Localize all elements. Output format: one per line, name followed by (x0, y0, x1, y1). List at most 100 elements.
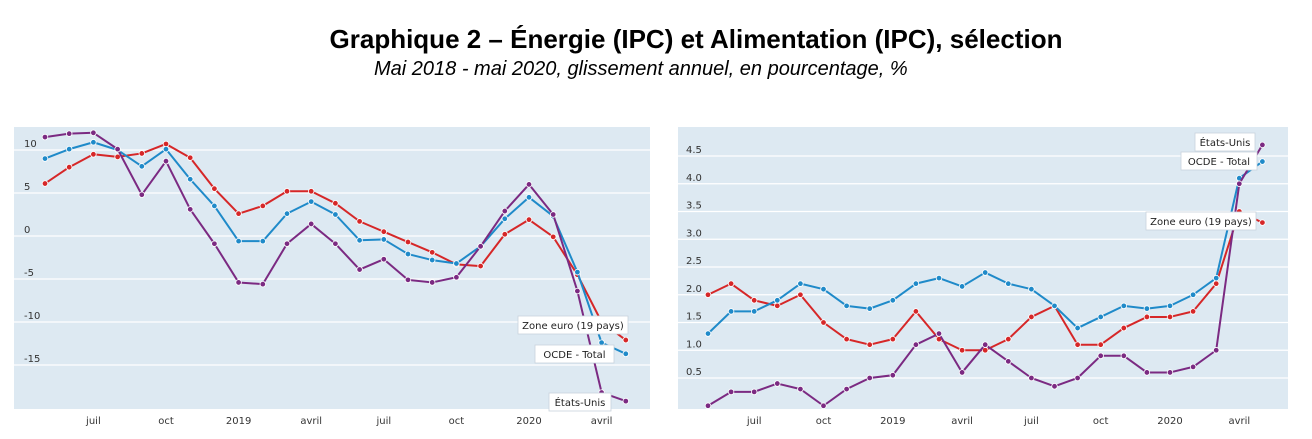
data-point-ocde (404, 250, 412, 258)
data-point-etats_unis (1005, 358, 1012, 365)
data-point-zone_euro (211, 185, 218, 192)
data-point-etats_unis (1097, 352, 1104, 359)
plot-area (14, 127, 650, 409)
data-point-zone_euro (235, 210, 242, 217)
data-point-ocde (429, 256, 436, 264)
data-point-etats_unis (912, 341, 920, 348)
data-point-etats_unis (162, 157, 170, 165)
data-point-ocde (889, 297, 896, 304)
data-point-ocde (138, 163, 145, 170)
y-tick-label: -10 (24, 311, 40, 322)
series-label-box (548, 392, 612, 412)
data-point-etats_unis (41, 133, 49, 141)
data-point-ocde (41, 155, 49, 162)
data-point-zone_euro (912, 308, 920, 315)
data-point-zone_euro (1189, 308, 1197, 315)
data-point-ocde (283, 210, 291, 217)
y-tick-label: 4.5 (686, 145, 702, 156)
data-point-etats_unis (235, 279, 242, 286)
data-point-zone_euro (1005, 335, 1012, 343)
data-point-zone_euro (356, 218, 363, 225)
data-point-zone_euro (259, 202, 266, 210)
data-point-etats_unis (704, 402, 712, 409)
data-point-etats_unis (1120, 352, 1127, 359)
y-tick-label: 2.0 (686, 284, 702, 295)
data-point-etats_unis (1166, 369, 1174, 376)
y-tick-label: 0.5 (686, 367, 702, 378)
data-point-zone_euro (501, 231, 508, 238)
data-point-ocde (982, 269, 989, 276)
data-point-zone_euro (866, 341, 873, 348)
data-point-etats_unis (774, 380, 781, 387)
chart-title: Graphique 2 – Énergie (IPC) et Alimentat… (329, 24, 1063, 54)
y-tick-label: 2.5 (686, 256, 702, 267)
data-point-ocde (1120, 302, 1127, 310)
data-point-ocde (1259, 158, 1266, 165)
data-point-zone_euro (1097, 341, 1104, 348)
data-point-zone_euro (186, 154, 194, 161)
data-point-etats_unis (1143, 369, 1151, 376)
data-point-ocde (727, 308, 735, 315)
x-tick-label: 2020 (1157, 416, 1182, 427)
data-point-etats_unis (1189, 363, 1197, 371)
x-tick-label: avril (951, 416, 973, 427)
x-tick-label: 2019 (880, 416, 905, 427)
chart-1: 10 5 0 -5 -10 -15 juil oct 2019 avril juil oct 2020 a… (14, 127, 650, 427)
data-point-etats_unis (114, 145, 121, 153)
data-point-ocde (1005, 280, 1012, 287)
data-point-zone_euro (283, 188, 291, 195)
data-point-ocde (1051, 302, 1058, 310)
series-label-box (517, 315, 629, 335)
data-point-zone_euro (704, 291, 712, 298)
series-label-etats_unis: États-Unis (555, 396, 606, 409)
data-point-zone_euro (138, 150, 145, 157)
data-point-ocde (65, 145, 73, 153)
data-point-zone_euro (820, 319, 827, 326)
data-point-etats_unis (356, 266, 363, 273)
data-point-ocde (308, 198, 315, 205)
data-point-zone_euro (41, 180, 49, 187)
data-point-ocde (1074, 324, 1081, 332)
data-point-zone_euro (525, 216, 533, 223)
data-point-zone_euro (429, 249, 436, 256)
y-tick-label: 5 (24, 182, 30, 193)
data-point-etats_unis (727, 388, 735, 396)
data-point-ocde (912, 280, 920, 287)
data-point-zone_euro (1212, 280, 1220, 287)
chart-subtitle: Mai 2018 - mai 2020, glissement annuel, … (374, 58, 908, 80)
data-point-zone_euro (477, 262, 484, 270)
x-tick-label: avril (300, 416, 322, 427)
data-point-etats_unis (843, 385, 850, 393)
x-tick-label: juil (375, 416, 391, 427)
data-point-zone_euro (90, 151, 97, 158)
data-point-ocde (866, 305, 873, 312)
data-point-etats_unis (380, 256, 387, 263)
data-point-ocde (186, 176, 194, 183)
data-point-zone_euro (958, 347, 966, 354)
data-point-zone_euro (1166, 313, 1174, 321)
x-tick-label: juil (1023, 416, 1039, 427)
x-tick-label: 2019 (226, 416, 251, 427)
data-point-etats_unis (90, 129, 97, 136)
data-point-ocde (843, 302, 850, 310)
data-point-etats_unis (283, 240, 291, 247)
data-point-etats_unis (186, 206, 194, 213)
data-point-ocde (162, 145, 170, 153)
data-point-ocde (935, 274, 943, 282)
x-tick-label: avril (591, 416, 613, 427)
data-point-etats_unis (429, 279, 436, 286)
x-tick-label: avril (1228, 416, 1250, 427)
data-point-etats_unis (550, 211, 557, 218)
series-label-zone_euro: Zone euro (19 pays) (522, 321, 624, 332)
y-tick-label: 0 (24, 225, 30, 236)
data-point-zone_euro (1259, 219, 1266, 226)
data-point-ocde (235, 237, 242, 245)
data-point-ocde (90, 139, 97, 146)
data-point-etats_unis (1074, 374, 1081, 382)
y-tick-label: 1.0 (686, 339, 702, 350)
data-point-zone_euro (550, 233, 557, 241)
data-point-etats_unis (889, 372, 896, 379)
data-point-etats_unis (935, 330, 943, 337)
x-tick-label: oct (158, 416, 174, 427)
data-point-zone_euro (380, 228, 387, 235)
